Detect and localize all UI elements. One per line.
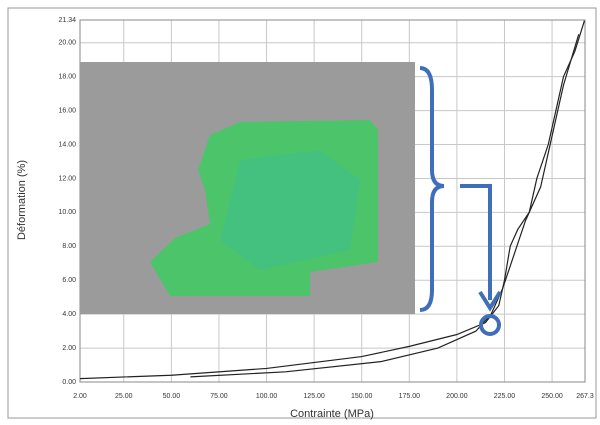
y-tick-label: 14.00 — [58, 141, 76, 148]
x-tick-label: 100.00 — [256, 393, 278, 400]
y-tick-label: 12.00 — [58, 175, 76, 182]
x-tick-label: 267.3 — [576, 393, 594, 400]
y-tick-label: 18.00 — [58, 74, 76, 81]
x-tick-label: 2.00 — [73, 393, 87, 400]
x-tick-label: 225.00 — [494, 393, 516, 400]
y-tick-label: 4.00 — [62, 311, 76, 318]
y-tick-label: 2.00 — [62, 345, 76, 352]
x-tick-label: 200.00 — [446, 393, 468, 400]
x-tick-label: 125.00 — [303, 393, 325, 400]
x-tick-label: 175.00 — [399, 393, 421, 400]
y-axis-label: Déformation (%) — [16, 160, 28, 240]
y-tick-label: 8.00 — [62, 243, 76, 250]
y-tick-label: 21.34 — [58, 17, 76, 24]
x-tick-label: 50.00 — [163, 393, 181, 400]
annotation — [419, 66, 502, 336]
x-tick-label: 75.00 — [210, 393, 228, 400]
x-axis-label: Contrainte (MPa) — [290, 408, 374, 420]
y-tick-label: 20.00 — [58, 40, 76, 47]
data-line — [79, 20, 586, 380]
data-line — [190, 34, 580, 378]
x-tick-label: 25.00 — [115, 393, 133, 400]
y-tick-label: 16.00 — [58, 107, 76, 114]
y-tick-label: 6.00 — [62, 277, 76, 284]
y-tick-label: 10.00 — [58, 209, 76, 216]
x-tick-label: 150.00 — [351, 393, 373, 400]
inset-image — [80, 62, 415, 314]
y-tick-label: 0.00 — [62, 379, 76, 386]
x-tick-label: 250.00 — [541, 393, 563, 400]
